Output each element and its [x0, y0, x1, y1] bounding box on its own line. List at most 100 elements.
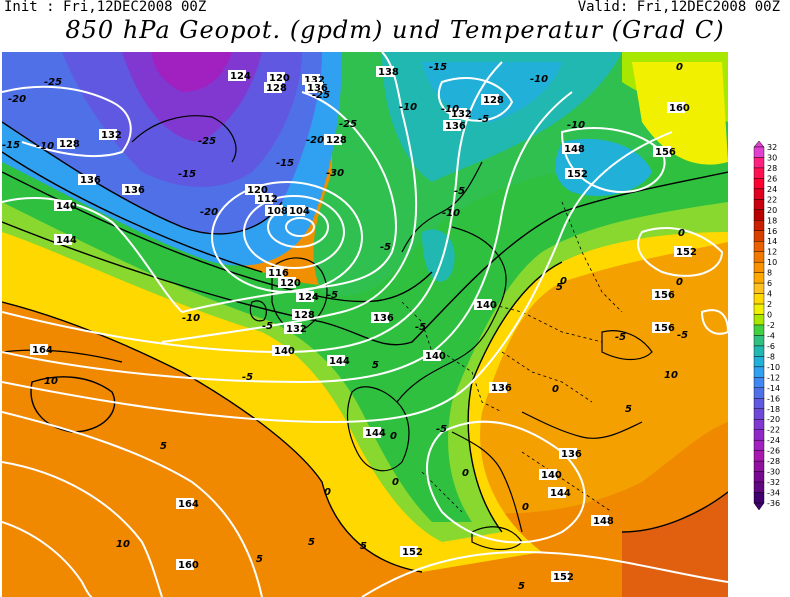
temp-label: 0: [324, 487, 331, 498]
legend-label: 2: [767, 300, 772, 309]
temp-label: -10: [399, 102, 417, 113]
temp-label: 5: [625, 404, 632, 415]
legend-label: -4: [767, 331, 775, 340]
temp-label: -10: [441, 104, 459, 115]
legend-label: 12: [767, 248, 777, 257]
geo-label-text: 156: [655, 147, 676, 158]
temp-label: -10: [442, 208, 460, 219]
temp-label: -10: [530, 74, 548, 85]
legend-swatch: [753, 230, 765, 242]
geo-label-text: 128: [326, 135, 347, 146]
legend-swatch: [753, 272, 765, 284]
temp-label: -5: [677, 330, 688, 341]
geo-label-text: 124: [230, 71, 251, 82]
legend-swatch: [753, 199, 765, 211]
temp-label: 0: [552, 384, 559, 395]
legend-swatch: [753, 429, 765, 441]
temp-label: -25: [198, 136, 216, 147]
geo-label: 128: [481, 94, 504, 106]
geo-label: 160: [176, 559, 199, 571]
legend-swatch: [753, 178, 765, 190]
geo-label: 144: [54, 234, 77, 246]
temp-label: -5: [242, 372, 253, 383]
temp-label: -5: [380, 242, 391, 253]
geo-label: 136: [122, 184, 145, 196]
geo-label: 136: [371, 312, 394, 324]
geo-label-text: 164: [32, 345, 53, 356]
temp-label: 5: [518, 581, 525, 592]
legend-label: 28: [767, 164, 777, 173]
geo-label-text: 160: [178, 560, 199, 571]
temp-label: -25: [44, 77, 62, 88]
temp-label: 0: [390, 431, 397, 442]
legend-label: -2: [767, 321, 775, 330]
temp-label: -15: [178, 169, 196, 180]
legend-label: -8: [767, 352, 775, 361]
legend-label: 20: [767, 206, 777, 215]
geo-label-text: 140: [274, 346, 295, 357]
geo-label-text: 128: [483, 95, 504, 106]
legend-swatch: [753, 366, 765, 378]
geo-label-text: 152: [553, 572, 574, 583]
geo-label: 140: [54, 200, 77, 212]
temp-label: 0: [676, 62, 683, 73]
geo-label: 132: [302, 74, 325, 86]
legend-label: -20: [767, 415, 780, 424]
chart-title: 850 hPa Geopot. (gpdm) und Temperatur (G…: [65, 16, 725, 44]
geo-label: 160: [667, 102, 690, 114]
geo-label-text: 104: [289, 206, 310, 217]
legend-label: -36: [767, 499, 780, 508]
geo-label-text: 136: [80, 175, 101, 186]
geo-label: 148: [591, 515, 614, 527]
geo-label: 156: [652, 322, 675, 334]
geo-label: 124: [228, 70, 251, 82]
geo-label-text: 156: [654, 323, 675, 334]
legend-swatch: [753, 356, 765, 368]
geo-label: 136: [305, 82, 328, 94]
geo-label-text: 152: [402, 547, 423, 558]
legend-label: 22: [767, 195, 777, 204]
legend-swatch: [753, 377, 765, 389]
coastlines: [2, 115, 653, 551]
temp-label: 0: [462, 468, 469, 479]
geo-label-text: 136: [491, 383, 512, 394]
legend-swatch: [753, 419, 765, 430]
geo-label: 152: [551, 571, 574, 583]
legend-label: 4: [767, 290, 772, 299]
geopotential-labels: 124 120 128 132 136 128 138 132 136 128 …: [30, 66, 697, 583]
temp-label: -5: [415, 322, 426, 333]
temp-label: -5: [262, 321, 273, 332]
geo-label-text: 140: [56, 201, 77, 212]
geo-label-text: 120: [269, 73, 290, 84]
legend-swatch: [753, 471, 765, 483]
geo-label: 152: [565, 168, 588, 180]
legend-label: -26: [767, 447, 780, 456]
geo-label: 164: [176, 498, 199, 510]
geo-label: 132: [449, 108, 472, 120]
temp-label: -10: [567, 120, 585, 131]
geo-label: 104: [287, 205, 310, 217]
geo-label-text: 128: [266, 83, 287, 94]
legend-swatch: [753, 439, 765, 451]
temp-label: -20: [306, 135, 324, 146]
legend-label: 10: [767, 258, 777, 267]
temp-label: -20: [200, 207, 218, 218]
legend-swatch: [753, 282, 765, 294]
legend-label: 8: [767, 269, 772, 278]
geo-label: 136: [78, 174, 101, 186]
legend-label: -18: [767, 405, 780, 414]
geo-label: 128: [324, 134, 347, 146]
legend-swatch: [753, 146, 765, 158]
geo-label-text: 112: [257, 194, 278, 205]
geo-label: 152: [674, 246, 697, 258]
temp-label: 5: [556, 282, 563, 293]
geo-label-text: 144: [56, 235, 77, 246]
header-line: Init : Fri,12DEC2008 00Z Valid: Fri,12DE…: [0, 0, 790, 16]
geo-label-text: 136: [124, 185, 145, 196]
legend-swatch: [753, 450, 765, 462]
geo-label-text: 148: [564, 144, 585, 155]
temp-label: 0: [560, 276, 567, 287]
temp-label: 10: [116, 539, 130, 550]
geo-label: 152: [400, 546, 423, 558]
legend-label: 16: [767, 227, 777, 236]
